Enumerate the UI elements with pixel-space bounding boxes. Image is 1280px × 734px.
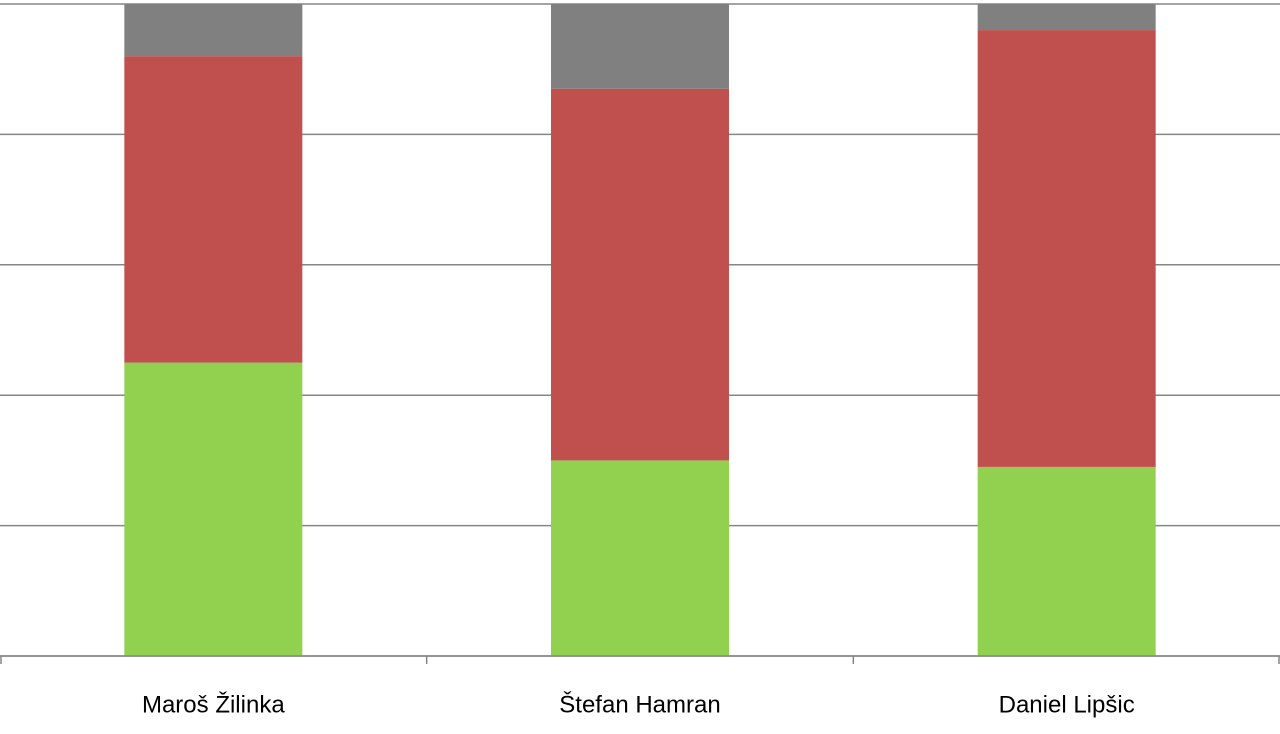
bar-segment	[124, 4, 303, 57]
bar-segment	[124, 362, 303, 656]
bar-segment	[551, 4, 729, 89]
bar-segment	[977, 466, 1156, 656]
bar-segment	[124, 56, 303, 363]
bar-segment	[551, 460, 729, 656]
x-tick-label: Štefan Hamran	[559, 690, 720, 718]
bar-segment	[551, 88, 729, 461]
x-tick-label: Daniel Lipšic	[999, 691, 1135, 718]
bar-segment	[977, 30, 1156, 467]
bar-segment	[977, 4, 1156, 31]
x-tick-label: Maroš Žilinka	[142, 691, 285, 718]
